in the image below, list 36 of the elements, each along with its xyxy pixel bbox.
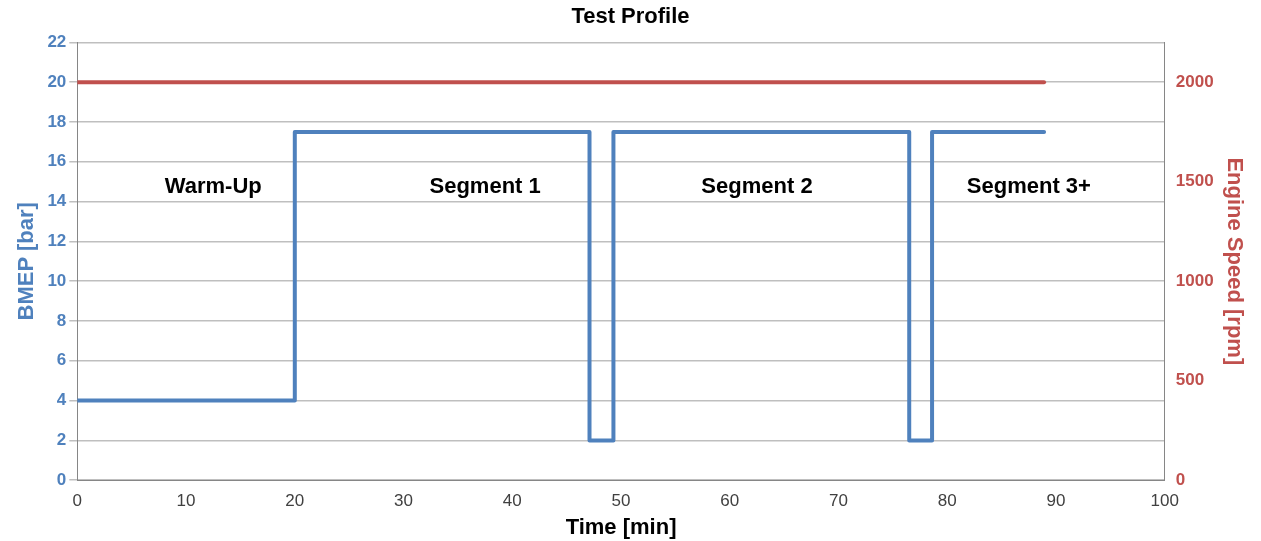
y-tick-label: 16 (47, 151, 67, 171)
x-tick-label: 0 (72, 491, 83, 511)
y-tick-label: 2 (56, 430, 67, 450)
x-tick-label: 60 (720, 491, 740, 511)
x-tick-label: 40 (502, 491, 522, 511)
x-tick-label: 70 (829, 491, 848, 511)
y-tick-label: 22 (47, 32, 67, 52)
y2-tick-label: 0 (1175, 469, 1186, 489)
y2-tick-label: 2000 (1175, 71, 1214, 91)
y-tick-label: 12 (47, 231, 67, 251)
y2-tick-label: 1500 (1175, 171, 1214, 191)
y-tick-label: 14 (47, 191, 67, 211)
x-tick-label: 50 (611, 491, 631, 511)
y-tick-label: 20 (47, 71, 67, 91)
annotation: Warm-Up (164, 172, 262, 198)
x-tick-label: 100 (1150, 491, 1179, 511)
y-tick-label: 0 (56, 469, 67, 489)
y2-tick-label: 500 (1175, 370, 1205, 390)
annotation: Segment 3+ (966, 172, 1091, 198)
y-tick-label: 10 (47, 270, 67, 290)
y2-tick-label: 1000 (1175, 270, 1214, 290)
x-tick-label: 90 (1046, 491, 1066, 511)
annotation: Segment 1 (429, 172, 541, 198)
x-tick-label: 30 (394, 491, 414, 511)
y-tick-label: 4 (56, 390, 67, 410)
y-tick-label: 18 (47, 111, 67, 131)
x-tick-label: 80 (937, 491, 957, 511)
y-tick-label: 6 (56, 350, 67, 370)
y-tick-label: 8 (56, 310, 67, 330)
x-tick-label: 20 (285, 491, 305, 511)
x-axis-title: Time [min] (565, 513, 677, 539)
annotation: Segment 2 (701, 172, 813, 198)
chart-title: Test Profile (571, 3, 690, 29)
y2-axis-title: Engine Speed [rpm] (1222, 157, 1248, 366)
x-tick-label: 10 (176, 491, 196, 511)
y-axis-title: BMEP [bar] (13, 202, 39, 321)
